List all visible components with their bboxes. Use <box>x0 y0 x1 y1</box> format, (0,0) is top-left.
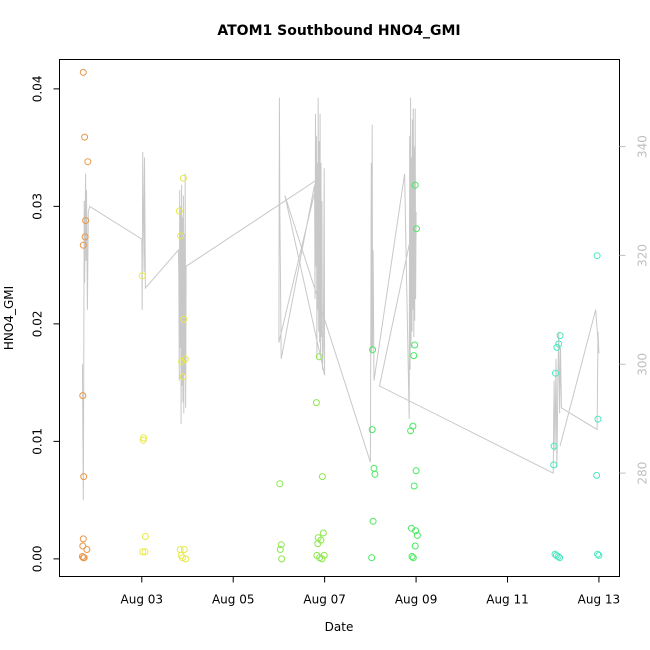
data-point-series-3 <box>369 346 377 354</box>
data-point-series-0 <box>80 473 88 481</box>
data-point-series-3 <box>412 527 420 535</box>
data-point-series-4 <box>550 442 558 450</box>
chart-title: ATOM1 Southbound HNO4_GMI <box>217 23 460 39</box>
data-point-series-2 <box>318 473 326 481</box>
data-point-series-3 <box>410 482 418 490</box>
data-point-series-0 <box>78 553 86 560</box>
data-point-series-2 <box>277 541 285 549</box>
data-point-series-0 <box>79 241 87 249</box>
data-point-series-1 <box>181 355 189 363</box>
data-point-series-3 <box>369 517 377 525</box>
y2-tick-label: 340 <box>636 135 650 158</box>
data-point-series-2 <box>315 353 323 361</box>
data-point-series-2 <box>276 480 284 488</box>
y2-tick-label: 320 <box>636 244 650 267</box>
y-tick-label: 0.04 <box>31 76 45 103</box>
data-point-series-3 <box>412 467 420 475</box>
y-tick-label: 0.01 <box>31 428 45 455</box>
y2-axis: 280 300 320 340 <box>619 135 650 485</box>
data-point-series-1 <box>141 533 149 540</box>
data-point-series-3 <box>410 352 418 360</box>
data-point-series-1 <box>179 174 187 182</box>
data-point-series-4 <box>553 343 561 351</box>
points-layer <box>78 68 603 563</box>
data-point-series-3 <box>409 422 417 430</box>
data-point-series-4 <box>554 553 562 560</box>
data-point-series-3 <box>370 464 378 472</box>
data-point-series-2 <box>314 540 322 548</box>
data-point-series-2 <box>276 546 284 553</box>
x-axis: Aug 03 Aug 05 Aug 07 Aug 09 Aug 11 Aug 13 <box>121 576 621 607</box>
data-point-series-2 <box>312 399 320 407</box>
data-point-series-0 <box>84 158 92 166</box>
data-point-series-0 <box>81 233 89 241</box>
data-point-series-4 <box>552 369 559 377</box>
data-point-series-1 <box>138 272 146 280</box>
data-point-series-0 <box>79 392 87 400</box>
data-point-series-0 <box>79 554 87 562</box>
x-tick-label: Aug 13 <box>578 593 621 607</box>
data-point-series-3 <box>408 553 416 560</box>
data-point-series-1 <box>141 548 149 556</box>
data-point-series-3 <box>411 181 419 189</box>
data-point-series-4 <box>593 252 601 260</box>
x-tick-label: Aug 03 <box>121 593 164 607</box>
data-point-series-0 <box>83 546 91 553</box>
x-tick-label: Aug 11 <box>486 593 529 607</box>
data-point-series-2 <box>320 551 328 559</box>
plot-frame <box>59 59 620 577</box>
data-point-series-1 <box>182 555 190 563</box>
data-point-series-1 <box>177 232 185 240</box>
data-point-series-3 <box>413 531 421 539</box>
data-point-series-0 <box>81 133 89 141</box>
data-point-series-0 <box>82 217 90 224</box>
data-point-series-4 <box>594 415 602 423</box>
data-point-series-4 <box>556 332 564 340</box>
data-point-series-3 <box>411 341 419 349</box>
y-axis-title: HNO4_GMI <box>2 286 16 350</box>
x-tick-label: Aug 09 <box>395 593 438 607</box>
data-point-series-1 <box>179 554 186 562</box>
data-point-series-3 <box>371 470 379 478</box>
data-point-series-4 <box>593 471 601 479</box>
y-tick-label: 0.00 <box>31 546 45 573</box>
data-point-series-1 <box>179 373 187 381</box>
secondary-series-line <box>81 97 600 501</box>
data-point-series-3 <box>411 542 419 550</box>
data-point-series-4 <box>556 554 564 562</box>
data-point-series-2 <box>319 529 327 537</box>
data-point-series-2 <box>318 555 326 563</box>
data-point-series-4 <box>550 461 558 469</box>
secondary-line-layer <box>81 97 600 501</box>
data-point-series-3 <box>368 554 376 562</box>
data-point-series-1 <box>139 436 147 444</box>
data-point-series-0 <box>79 535 87 543</box>
data-point-series-4 <box>594 550 602 558</box>
data-point-series-0 <box>79 68 87 76</box>
data-point-series-3 <box>409 554 417 562</box>
y-tick-label: 0.03 <box>31 193 45 220</box>
y2-tick-label: 280 <box>636 462 650 485</box>
data-point-series-0 <box>79 542 87 550</box>
data-point-series-4 <box>595 551 603 559</box>
data-point-series-3 <box>413 225 420 233</box>
x-tick-label: Aug 07 <box>303 593 346 607</box>
y-tick-label: 0.02 <box>31 311 45 338</box>
x-axis-title: Date <box>325 620 354 634</box>
data-point-series-1 <box>180 315 188 323</box>
data-point-series-4 <box>555 340 563 348</box>
x-tick-label: Aug 05 <box>212 593 255 607</box>
y-axis: 0.00 0.01 0.02 0.03 0.04 <box>31 76 60 573</box>
data-point-series-2 <box>278 555 286 563</box>
y2-tick-label: 300 <box>636 353 650 376</box>
data-point-series-1 <box>139 548 147 556</box>
data-point-series-1 <box>180 546 188 553</box>
data-point-series-3 <box>368 426 376 434</box>
data-point-series-1 <box>175 207 183 215</box>
data-point-series-1 <box>178 358 186 365</box>
